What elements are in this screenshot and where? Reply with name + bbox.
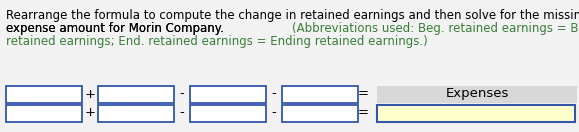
Text: Rearrange the formula to compute the change in retained earnings and then solve : Rearrange the formula to compute the cha…: [6, 9, 579, 22]
Text: +: +: [85, 107, 96, 119]
Bar: [98, 86, 174, 103]
Bar: [6, 105, 82, 121]
Text: Expenses: Expenses: [445, 88, 509, 100]
Text: expense amount for Morin Company.: expense amount for Morin Company.: [6, 22, 228, 35]
Text: -: -: [179, 88, 184, 100]
Text: -: -: [272, 88, 276, 100]
Bar: [282, 86, 358, 103]
Bar: [282, 105, 358, 121]
Text: -: -: [272, 107, 276, 119]
Bar: [190, 86, 266, 103]
Bar: [377, 105, 575, 121]
Text: expense amount for Morin Company.: expense amount for Morin Company.: [6, 22, 228, 35]
Text: retained earnings; End. retained earnings = Ending retained earnings.): retained earnings; End. retained earning…: [6, 35, 428, 48]
Bar: [190, 105, 266, 121]
Bar: [98, 105, 174, 121]
Text: (Abbreviations used: Beg. retained earnings = Beginning: (Abbreviations used: Beg. retained earni…: [292, 22, 579, 35]
Bar: [6, 86, 82, 103]
Text: -: -: [179, 107, 184, 119]
Text: =: =: [357, 88, 368, 100]
Text: =: =: [357, 107, 368, 119]
Text: +: +: [85, 88, 96, 100]
Bar: [377, 86, 577, 103]
